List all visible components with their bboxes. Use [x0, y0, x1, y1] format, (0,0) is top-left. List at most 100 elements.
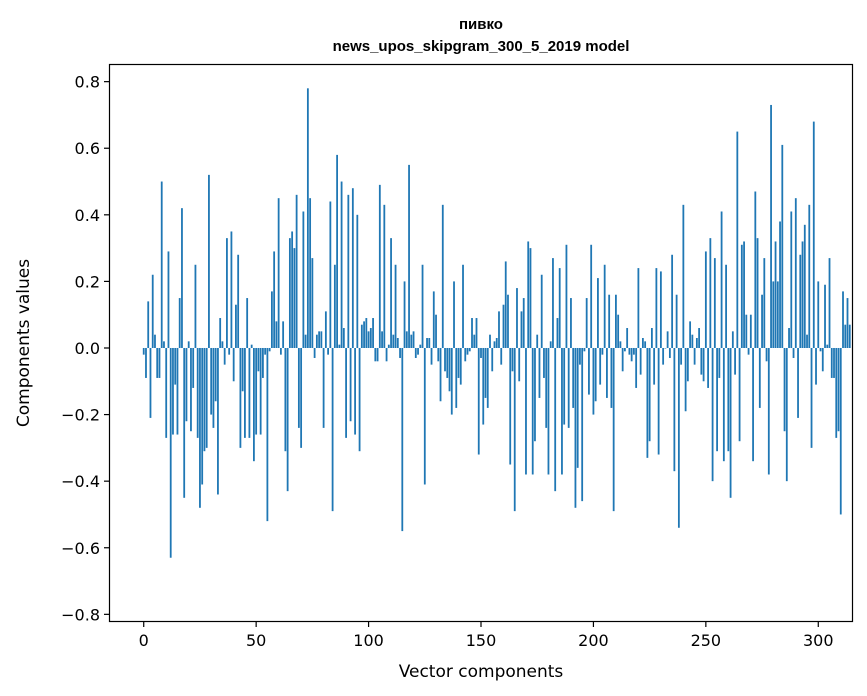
bar — [223, 347, 226, 365]
bar — [367, 331, 370, 348]
bar — [648, 347, 651, 442]
bar — [419, 344, 422, 348]
x-tick-label: 100 — [353, 631, 384, 650]
bar — [147, 301, 150, 348]
bar — [740, 244, 743, 348]
bar — [241, 347, 244, 392]
bar — [599, 347, 602, 385]
bar — [390, 238, 392, 348]
bar — [538, 347, 541, 398]
bar — [430, 347, 433, 365]
bar — [378, 184, 381, 348]
bar — [178, 298, 181, 348]
bar — [628, 347, 631, 355]
bar — [273, 251, 276, 348]
bar — [142, 347, 145, 355]
bar — [635, 347, 638, 388]
bar — [306, 88, 309, 348]
bar — [471, 318, 473, 348]
bar — [324, 311, 327, 348]
bar — [626, 328, 629, 348]
bar — [235, 304, 237, 348]
bar — [835, 347, 838, 438]
bar — [381, 331, 383, 348]
y-tick-label: 0.4 — [75, 206, 100, 225]
bar — [262, 347, 264, 378]
bar — [844, 324, 847, 348]
bar — [743, 241, 745, 348]
bar — [185, 347, 188, 422]
bar — [279, 347, 282, 355]
bar — [217, 347, 219, 495]
bar — [226, 238, 228, 348]
bar — [214, 347, 217, 402]
bar — [446, 347, 449, 378]
bar — [356, 214, 359, 348]
bar — [219, 318, 222, 348]
bar — [785, 347, 788, 482]
bar — [711, 347, 714, 482]
bar — [194, 264, 197, 348]
bar — [181, 208, 183, 348]
bar — [839, 347, 842, 515]
bar — [466, 347, 469, 355]
bar — [183, 347, 186, 498]
bar — [713, 258, 716, 348]
y-tick-label: −0.6 — [61, 539, 100, 558]
bar — [264, 347, 267, 355]
bar — [794, 198, 797, 348]
bar — [417, 347, 419, 355]
bar — [522, 298, 525, 348]
bar — [462, 264, 464, 348]
bar — [410, 334, 413, 348]
bar — [752, 347, 754, 462]
bar — [637, 268, 640, 348]
bar — [810, 347, 813, 448]
bar — [531, 347, 534, 475]
bar — [673, 347, 676, 472]
bar — [677, 347, 680, 528]
bar — [770, 104, 772, 348]
bar — [174, 347, 177, 385]
bar — [203, 347, 206, 452]
bar — [776, 281, 779, 348]
bar — [772, 281, 775, 348]
bar — [806, 334, 808, 348]
bar — [318, 331, 321, 348]
bar — [695, 338, 698, 348]
bar — [288, 238, 291, 348]
bar — [221, 341, 224, 348]
bar — [554, 347, 557, 492]
bar — [291, 231, 294, 348]
bar — [360, 324, 363, 348]
bar — [585, 298, 588, 348]
bar — [594, 347, 597, 402]
bar — [286, 347, 289, 492]
bar — [581, 347, 584, 502]
bar — [507, 294, 509, 348]
bar — [457, 347, 460, 378]
bar — [738, 347, 741, 442]
bar — [788, 328, 790, 348]
bar — [212, 347, 215, 428]
bar — [190, 347, 192, 432]
bar — [230, 231, 233, 348]
bar — [199, 347, 201, 508]
bar — [592, 347, 595, 415]
bar — [259, 347, 262, 435]
bar — [208, 174, 210, 348]
bar — [149, 347, 152, 418]
bar — [689, 321, 692, 348]
bar — [401, 347, 404, 532]
bar — [482, 347, 485, 425]
bar — [563, 347, 566, 425]
bar — [439, 347, 442, 402]
chart-title: пивко — [459, 16, 503, 33]
bar — [475, 318, 478, 348]
bar — [606, 347, 608, 398]
bar — [297, 347, 300, 428]
bar — [156, 347, 159, 378]
x-tick-label: 250 — [691, 631, 722, 650]
bar — [567, 347, 570, 428]
bar — [246, 298, 249, 348]
